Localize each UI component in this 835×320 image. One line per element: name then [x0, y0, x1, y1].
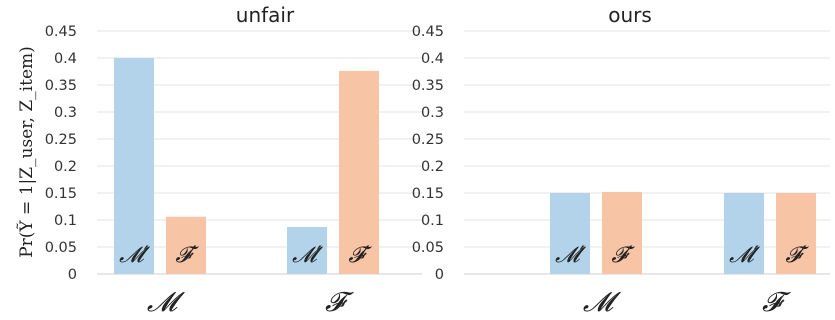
bar-f-prime	[776, 193, 816, 274]
bar-label: 𝓕′	[785, 243, 809, 268]
bar-m-prime	[287, 227, 327, 274]
bar-label: 𝓜′	[119, 243, 150, 268]
y-tick-label: 0.05	[412, 240, 444, 256]
bar-label: 𝓜′	[555, 243, 586, 268]
chart-title-0: unfair	[236, 3, 295, 27]
y-tick-label: 0.4	[54, 51, 77, 67]
y-tick-label: 0.45	[45, 24, 77, 40]
y-tick-label: 0.1	[54, 213, 77, 229]
x-category-label: 𝓕	[325, 287, 354, 318]
y-tick-label: 0	[435, 267, 444, 283]
bar-m-prime	[550, 193, 590, 274]
bar-label: 𝓜′	[729, 243, 760, 268]
y-tick-label: 0.15	[45, 186, 77, 202]
y-tick-label: 0.45	[412, 24, 444, 40]
bar-f-prime	[602, 191, 642, 274]
y-tick-label: 0.35	[45, 78, 77, 94]
y-axis-label: Pr(Ỹ = 1|Z_user, Z_item)	[16, 46, 37, 258]
y-tick-label: 0.25	[412, 132, 444, 148]
bar-f-prime	[339, 70, 379, 275]
y-tick-label: 0.35	[412, 78, 444, 94]
bar-m-prime	[724, 193, 764, 274]
y-tick-label: 0.2	[54, 159, 77, 175]
bar-label: 𝓕′	[611, 243, 635, 268]
y-tick-label: 0.3	[421, 105, 444, 121]
bar-label: 𝓜′	[292, 243, 323, 268]
y-tick-label: 0.05	[45, 240, 77, 256]
x-category-label: 𝓜	[147, 287, 185, 318]
bar-label: 𝓕′	[348, 243, 372, 268]
y-tick-label: 0.3	[54, 105, 77, 121]
bar-label: 𝓕′	[175, 243, 199, 268]
bar-f-prime	[166, 216, 206, 274]
chart-title-1: ours	[608, 3, 652, 27]
y-tick-label: 0.2	[421, 159, 444, 175]
y-tick-label: 0.25	[45, 132, 77, 148]
x-category-label: 𝓜	[583, 287, 621, 318]
y-tick-label: 0.15	[412, 186, 444, 202]
bar-m-prime	[114, 58, 154, 274]
y-tick-label: 0	[68, 267, 77, 283]
y-tick-label: 0.1	[421, 213, 444, 229]
x-category-label: 𝓕	[762, 287, 791, 318]
y-tick-label: 0.4	[421, 51, 444, 67]
